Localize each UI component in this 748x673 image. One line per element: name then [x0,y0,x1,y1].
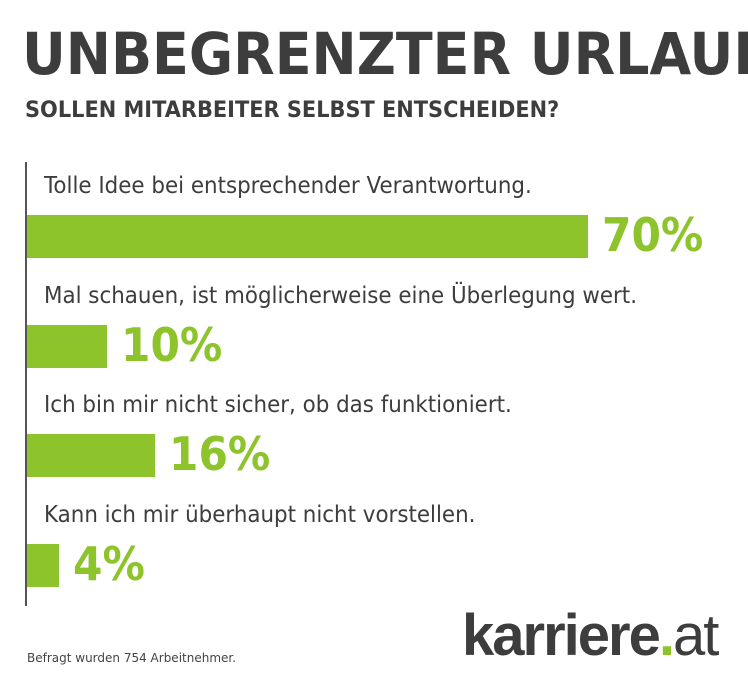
category-label: Ich bin mir nicht sicher, ob das funktio… [44,392,512,418]
bar [27,324,108,368]
category-label: Kann ich mir überhaupt nicht vorstellen. [44,501,476,528]
value-label: 4% [73,536,145,591]
value-label: 16% [169,427,271,481]
bar [27,434,156,477]
chart-title: UNBEGRENZTER URLAUB [22,20,748,88]
footnote: Befragt wurden 754 Arbeitnehmer. [27,651,237,665]
chart-subtitle: SOLLEN MITARBEITER SELBST ENTSCHEIDEN? [25,98,560,123]
bar [27,215,589,258]
category-label: Tolle Idee bei entsprechender Verantwort… [44,173,532,199]
bar [27,543,60,587]
value-label: 10% [121,317,223,372]
karriere-logo: karriere.at [462,603,719,668]
axis-line [25,162,27,606]
value-label: 70% [602,208,704,262]
category-label: Mal schauen, ist möglicherweise eine Übe… [44,282,637,309]
